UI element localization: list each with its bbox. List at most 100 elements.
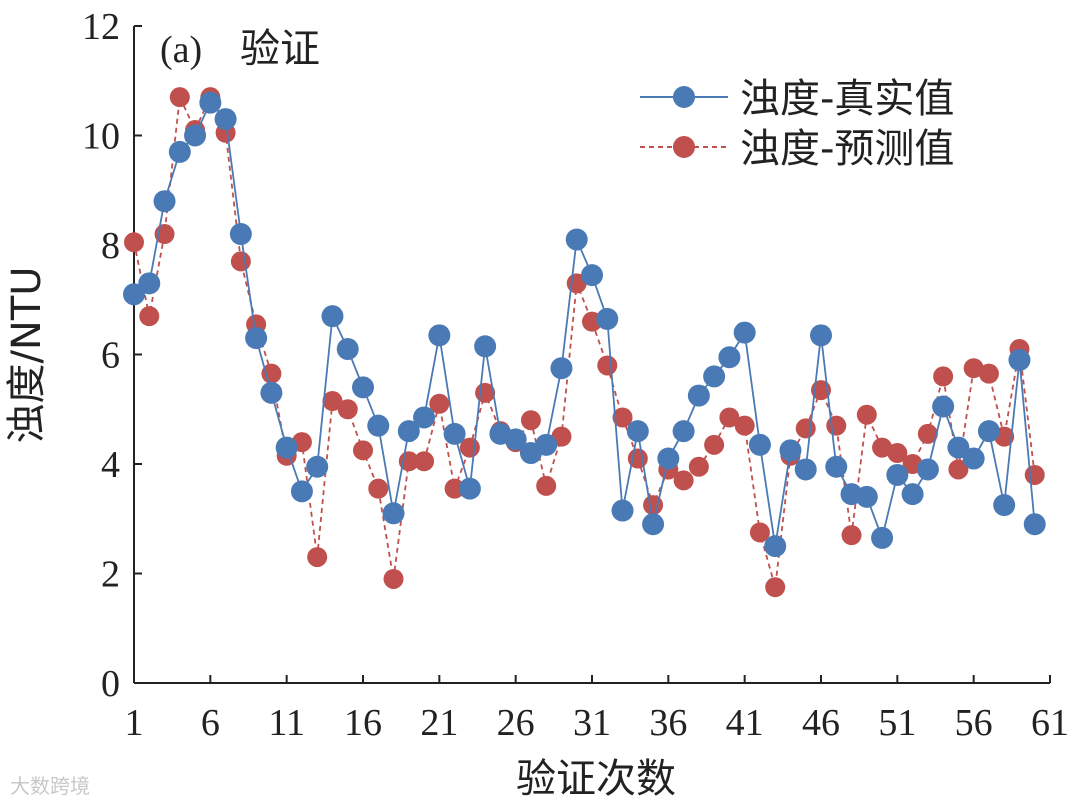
data-point bbox=[673, 470, 694, 491]
data-point bbox=[795, 418, 816, 439]
data-point bbox=[841, 525, 862, 546]
data-point bbox=[429, 393, 450, 414]
legend-marker-predicted bbox=[673, 136, 695, 158]
legend-marker-actual bbox=[673, 86, 695, 108]
data-point bbox=[382, 502, 405, 525]
data-point bbox=[290, 480, 313, 503]
data-point bbox=[306, 455, 329, 478]
data-point bbox=[230, 251, 251, 272]
data-point bbox=[168, 140, 191, 163]
y-axis-title: 浊度/NTU bbox=[4, 266, 50, 443]
data-point bbox=[321, 305, 344, 328]
data-point bbox=[916, 458, 939, 481]
chart-title: 验证 bbox=[240, 26, 320, 72]
data-point bbox=[596, 307, 619, 330]
data-point bbox=[734, 415, 755, 436]
data-point bbox=[810, 324, 832, 347]
y-tick-label: 10 bbox=[82, 116, 120, 158]
data-point bbox=[443, 422, 466, 445]
data-point bbox=[322, 391, 343, 412]
data-point bbox=[245, 327, 268, 350]
data-point bbox=[901, 483, 924, 506]
data-point bbox=[794, 458, 817, 481]
x-axis-ticks: 1 6 11 16 21 26 31 36 41 46 51 56 61 bbox=[125, 675, 1069, 744]
x-axis-title: 验证次数 bbox=[516, 756, 676, 802]
y-tick-label: 0 bbox=[101, 663, 120, 705]
legend-label-predicted: 浊度-预测值 bbox=[740, 126, 954, 172]
data-point bbox=[977, 420, 1000, 443]
data-point bbox=[947, 436, 970, 459]
data-point bbox=[261, 363, 282, 384]
data-point bbox=[826, 415, 847, 436]
data-point bbox=[138, 272, 161, 295]
data-point bbox=[124, 232, 144, 253]
y-tick-label: 2 bbox=[101, 554, 120, 596]
watermark: 大数跨境 bbox=[10, 774, 90, 798]
data-point bbox=[886, 463, 909, 486]
data-point bbox=[550, 357, 573, 380]
data-point bbox=[855, 485, 878, 508]
data-point bbox=[1024, 464, 1045, 485]
x-tick-label: 11 bbox=[268, 702, 305, 744]
x-tick-label: 61 bbox=[1031, 702, 1069, 744]
data-point bbox=[642, 513, 665, 536]
data-point bbox=[397, 420, 420, 443]
data-point bbox=[933, 366, 954, 387]
data-point bbox=[414, 451, 435, 472]
x-tick-label: 41 bbox=[726, 702, 764, 744]
data-point bbox=[764, 535, 787, 558]
x-tick-label: 1 bbox=[125, 702, 144, 744]
data-point bbox=[260, 381, 283, 404]
data-point bbox=[139, 306, 160, 327]
panel-label: (a) bbox=[160, 29, 202, 71]
x-tick-label: 26 bbox=[497, 702, 535, 744]
data-point bbox=[458, 477, 481, 500]
data-point bbox=[229, 223, 252, 246]
data-point bbox=[703, 365, 726, 388]
x-tick-label: 51 bbox=[878, 702, 916, 744]
data-point bbox=[718, 346, 741, 369]
y-tick-label: 8 bbox=[101, 225, 120, 267]
data-point bbox=[337, 399, 358, 420]
data-point bbox=[779, 439, 802, 462]
data-point bbox=[687, 384, 710, 407]
data-point bbox=[352, 376, 374, 399]
data-point bbox=[474, 335, 497, 358]
data-point bbox=[581, 264, 603, 287]
data-point bbox=[383, 568, 404, 589]
data-point bbox=[1023, 513, 1046, 536]
y-axis-ticks: 0 2 4 6 8 10 12 bbox=[82, 6, 142, 705]
data-point bbox=[962, 447, 985, 470]
data-point bbox=[536, 475, 557, 496]
data-point bbox=[978, 363, 999, 384]
data-point bbox=[428, 324, 451, 347]
data-point bbox=[353, 440, 373, 461]
data-point bbox=[749, 522, 770, 543]
x-tick-label: 31 bbox=[573, 702, 611, 744]
data-point bbox=[368, 478, 389, 499]
axes bbox=[133, 26, 1050, 684]
data-point bbox=[307, 547, 328, 568]
x-tick-label: 21 bbox=[420, 702, 458, 744]
x-tick-label: 56 bbox=[955, 702, 993, 744]
y-tick-label: 6 bbox=[101, 335, 120, 377]
legend-label-actual: 浊度-真实值 bbox=[740, 76, 954, 122]
data-point bbox=[597, 355, 618, 376]
data-point bbox=[917, 423, 938, 444]
data-point bbox=[199, 91, 222, 114]
data-point bbox=[214, 108, 237, 131]
data-point bbox=[611, 499, 634, 522]
data-point bbox=[688, 456, 709, 477]
data-point bbox=[535, 433, 558, 456]
x-tick-label: 6 bbox=[201, 702, 220, 744]
data-point bbox=[825, 455, 848, 478]
data-point bbox=[932, 395, 955, 418]
data-point bbox=[887, 443, 908, 464]
data-point bbox=[765, 577, 786, 598]
data-point bbox=[963, 358, 984, 379]
data-point bbox=[719, 407, 740, 428]
x-tick-label: 16 bbox=[344, 702, 382, 744]
data-point bbox=[948, 459, 969, 480]
series-actual bbox=[123, 91, 1046, 558]
